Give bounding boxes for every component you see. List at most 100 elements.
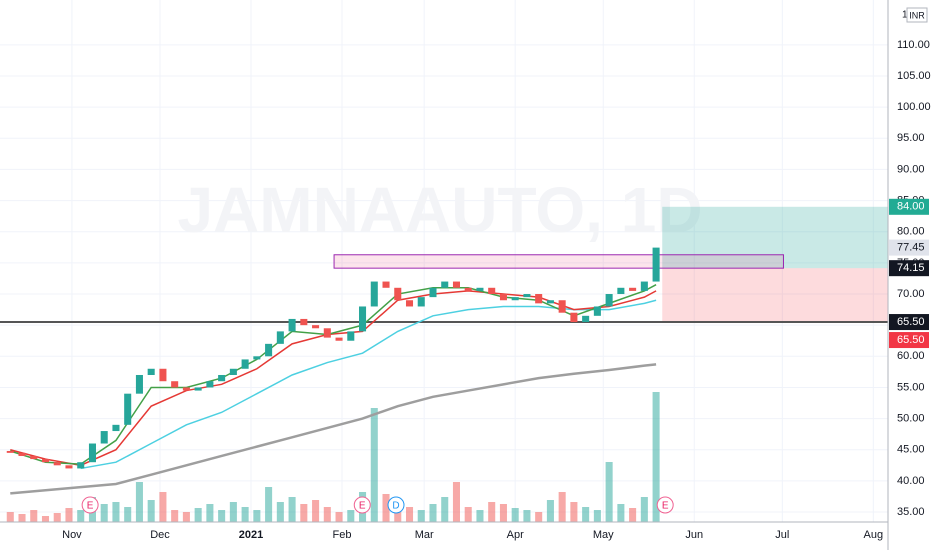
candle-body bbox=[300, 318, 308, 326]
price-label-box bbox=[889, 332, 929, 349]
candle-body bbox=[382, 281, 390, 288]
candle-body bbox=[206, 381, 214, 388]
x-tick-label: 2021 bbox=[239, 529, 263, 541]
y-tick-label: 70.00 bbox=[897, 288, 925, 300]
candle-body bbox=[253, 356, 261, 360]
volume-bar bbox=[499, 504, 507, 522]
candle-body bbox=[65, 465, 73, 469]
y-tick-label: 105.00 bbox=[897, 70, 931, 82]
volume-bar bbox=[30, 510, 38, 522]
volume-bar bbox=[370, 408, 378, 522]
candle-body bbox=[570, 312, 578, 323]
candle-body bbox=[159, 368, 167, 382]
volume-bar bbox=[53, 513, 61, 522]
candle-body bbox=[652, 247, 660, 282]
ma-line bbox=[10, 284, 657, 465]
candle-body bbox=[640, 281, 648, 291]
price-label: 65.50 bbox=[897, 316, 925, 328]
volume-bar bbox=[323, 507, 331, 522]
volume-bar bbox=[312, 500, 320, 522]
volume-bar bbox=[276, 502, 284, 522]
candle-body bbox=[523, 294, 531, 298]
candle-body bbox=[429, 287, 437, 298]
y-tick-label: 45.00 bbox=[897, 444, 925, 456]
candle-body bbox=[229, 368, 237, 375]
candle-body bbox=[464, 287, 472, 291]
volume-bar bbox=[535, 512, 543, 522]
x-tick-label: May bbox=[593, 529, 614, 541]
candle-body bbox=[511, 297, 519, 301]
candle-body bbox=[171, 381, 179, 388]
event-marker bbox=[353, 496, 371, 514]
watermark: JAMNAAUTO, 1D bbox=[177, 174, 702, 246]
volume-bar bbox=[18, 514, 26, 522]
scale-mark: 1 bbox=[902, 10, 908, 21]
volume-bar bbox=[652, 392, 660, 522]
candle-body bbox=[405, 300, 414, 307]
candle-body bbox=[441, 281, 449, 288]
candle-body bbox=[100, 431, 108, 444]
candle-body bbox=[241, 359, 249, 369]
volume-bar bbox=[124, 507, 132, 522]
volume-bar bbox=[41, 516, 50, 522]
candle-body bbox=[288, 318, 296, 332]
volume-bar bbox=[488, 502, 496, 522]
candle-body bbox=[452, 281, 460, 288]
candle-body bbox=[370, 281, 378, 307]
candle-body bbox=[147, 368, 155, 375]
range-box bbox=[333, 254, 784, 269]
y-tick-label: 90.00 bbox=[897, 163, 925, 175]
volume-bar bbox=[288, 497, 296, 522]
volume-bar bbox=[347, 510, 355, 522]
volume-bar bbox=[405, 507, 414, 522]
volume-bar bbox=[206, 504, 214, 522]
candle-body bbox=[312, 325, 320, 329]
volume-bar bbox=[100, 504, 108, 522]
y-tick-label: 60.00 bbox=[897, 350, 925, 362]
candle-body bbox=[77, 462, 85, 469]
x-tick-label: Nov bbox=[62, 529, 82, 541]
volume-bar bbox=[629, 508, 637, 522]
candle-body bbox=[499, 294, 507, 301]
time-axis bbox=[0, 522, 888, 550]
y-tick-label: 50.00 bbox=[897, 413, 925, 425]
candle-body bbox=[359, 306, 367, 332]
volume-bar bbox=[570, 502, 578, 522]
volume-bar bbox=[476, 510, 484, 522]
candle-body bbox=[6, 450, 14, 453]
price-label: 77.45 bbox=[897, 242, 925, 254]
candle-body bbox=[323, 328, 331, 338]
candle-body bbox=[41, 459, 50, 463]
price-label: 84.00 bbox=[897, 201, 925, 213]
volume-bar bbox=[65, 508, 73, 522]
candle-body bbox=[335, 337, 343, 341]
y-tick-label: 100.00 bbox=[897, 101, 931, 113]
volume-bar bbox=[253, 510, 261, 522]
volume-bar bbox=[452, 482, 460, 522]
candle-body bbox=[124, 393, 132, 425]
y-tick-label: 80.00 bbox=[897, 226, 925, 238]
volume-bar bbox=[417, 510, 425, 522]
y-tick-label: 110.00 bbox=[897, 39, 930, 51]
volume-bar bbox=[640, 497, 648, 522]
volume-bar bbox=[382, 494, 390, 522]
volume-bar bbox=[511, 508, 519, 522]
volume-bar bbox=[182, 512, 190, 522]
event-marker bbox=[81, 496, 99, 514]
event-marker bbox=[656, 496, 674, 514]
x-tick-label: Feb bbox=[333, 529, 352, 541]
volume-bar bbox=[218, 510, 226, 522]
volume-bar bbox=[546, 500, 554, 522]
candle-body bbox=[617, 287, 625, 295]
volume-bar bbox=[300, 504, 308, 522]
volume-bar bbox=[582, 507, 590, 522]
volume-bar bbox=[135, 482, 143, 522]
volume-bar bbox=[241, 507, 249, 522]
candle-body bbox=[582, 315, 590, 323]
candle-body bbox=[88, 443, 96, 463]
volume-bar bbox=[605, 462, 613, 522]
volume-bar bbox=[558, 492, 566, 522]
candle-body bbox=[218, 374, 226, 382]
